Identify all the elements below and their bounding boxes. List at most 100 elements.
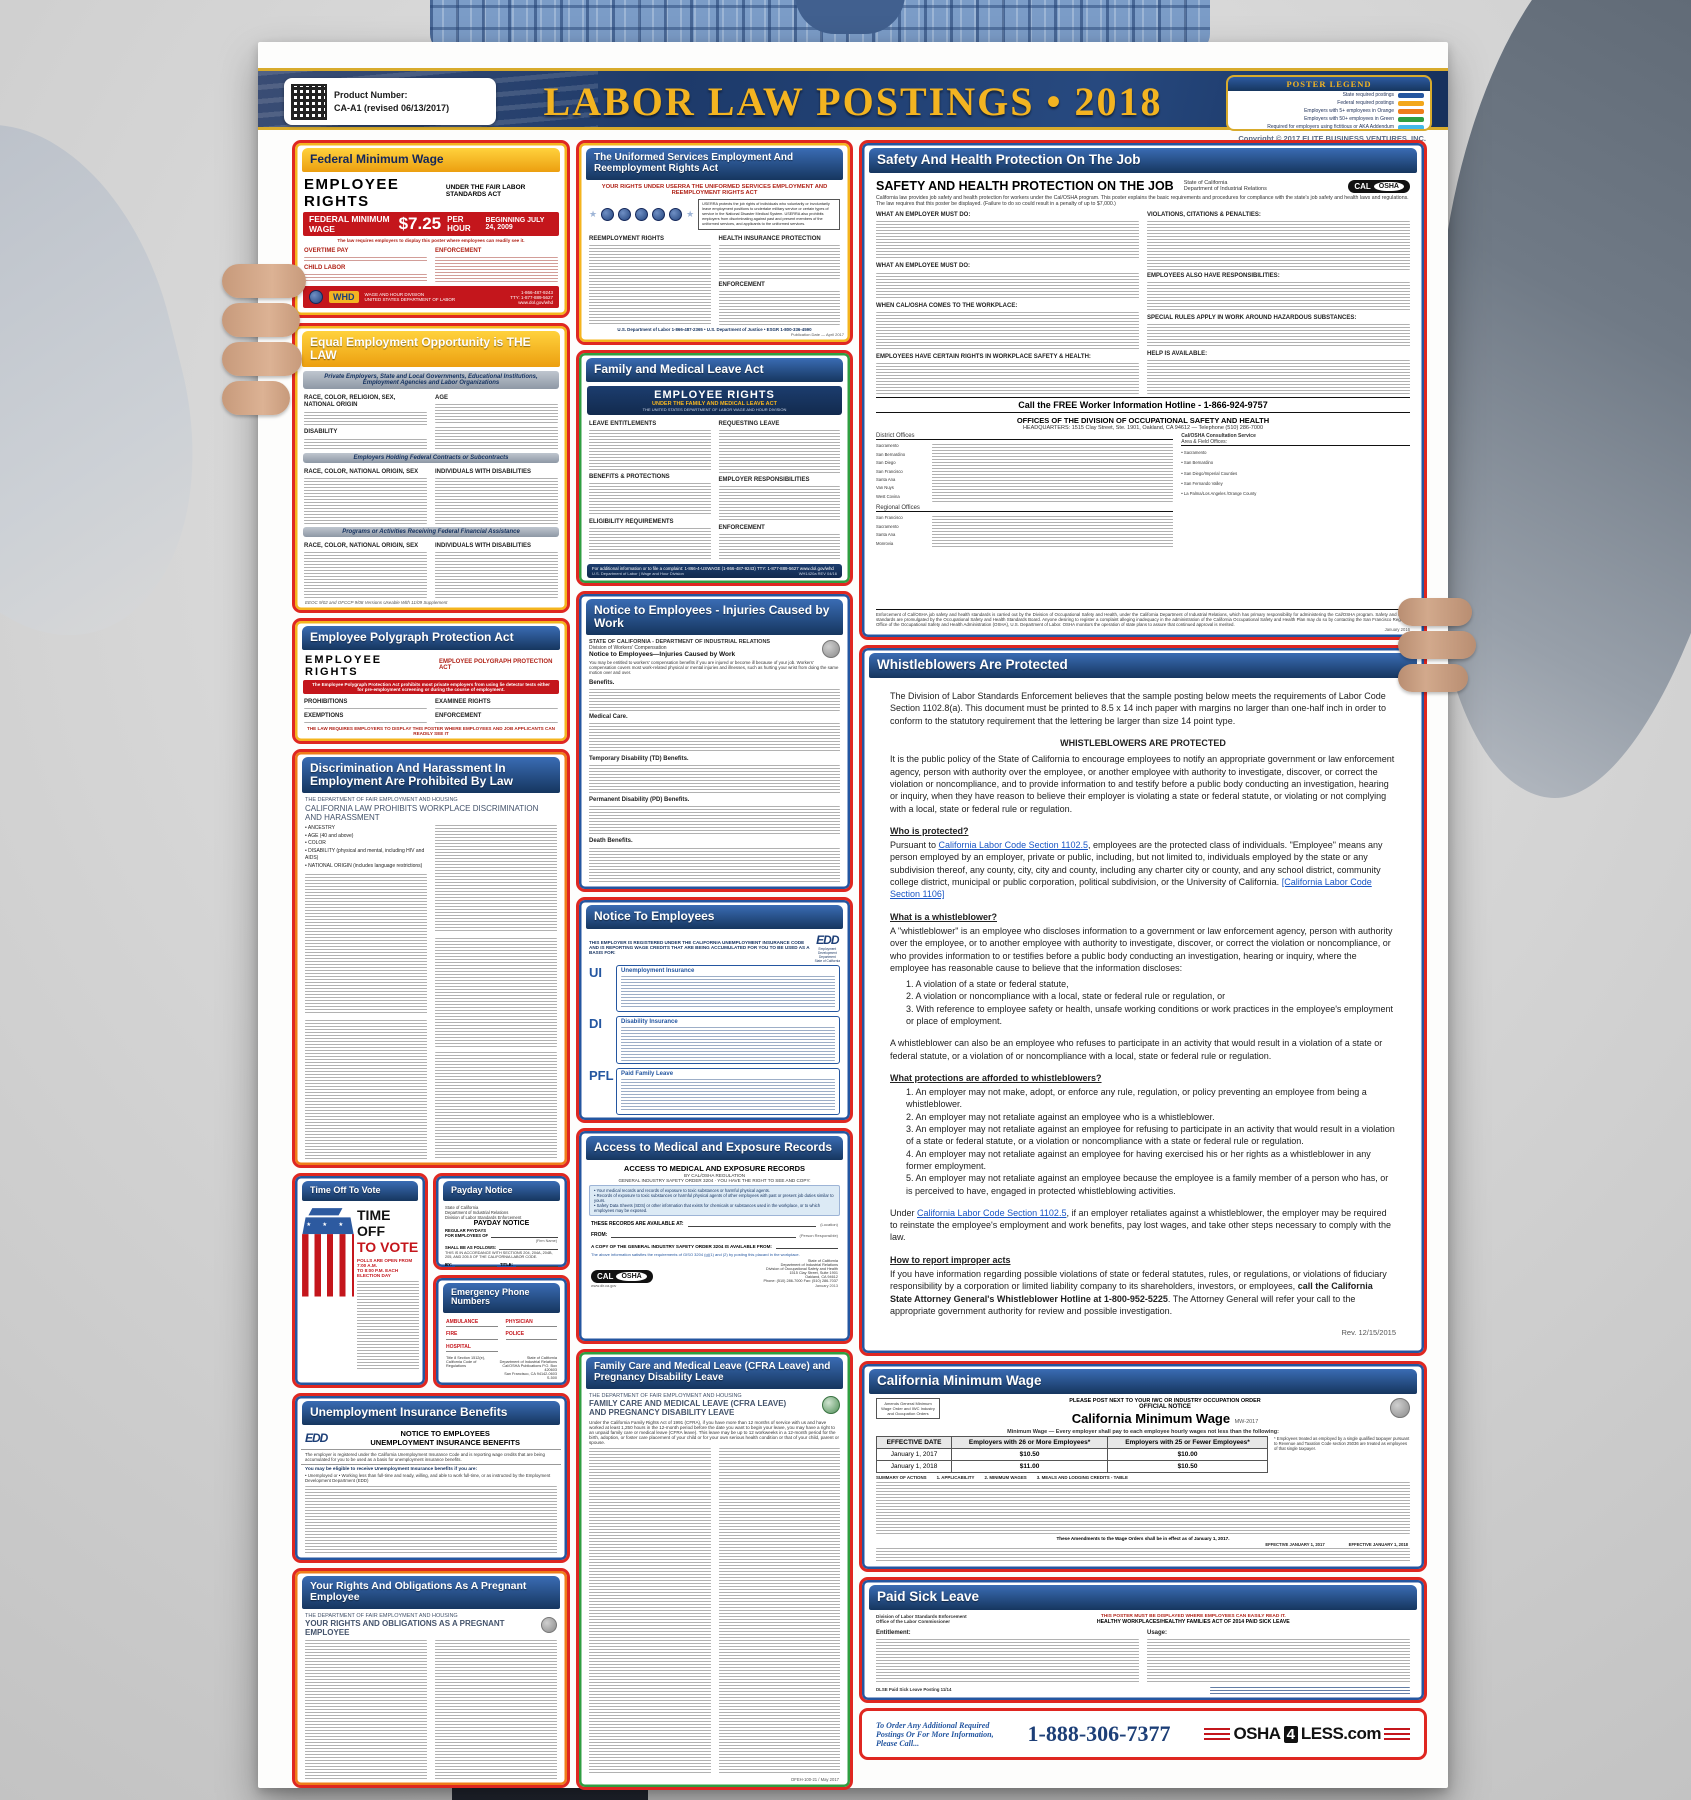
userra-heading: HEALTH INSURANCE PROTECTION — [718, 235, 821, 242]
med-agency-block: State of California Department of Indust… — [763, 1258, 838, 1283]
dol-seal — [309, 290, 323, 304]
med-field-label: FROM: — [591, 1231, 608, 1238]
fine-print-block — [305, 874, 427, 1015]
ballot-box-icon: ★ ★ ★ — [301, 1205, 355, 1297]
poster: LABOR LAW POSTINGS • 2018 Product Number… — [258, 42, 1448, 1790]
flag-stripes-icon — [1384, 1728, 1410, 1740]
section-paid-sick-leave: Paid Sick Leave Division of Labor Standa… — [859, 1577, 1427, 1703]
inj-heading: Benefits. — [589, 680, 615, 687]
fmla-heading: ELIGIBILITY REQUIREMENTS — [589, 518, 674, 525]
userra-seal — [635, 207, 649, 221]
state-seal — [1390, 1398, 1410, 1419]
fine-print-block — [621, 1027, 835, 1061]
fmla-heading: LEAVE ENTITLEMENTS — [589, 420, 657, 427]
mw-effective-label: EFFECTIVE JANUARY 1, 2017 — [1265, 1542, 1325, 1547]
wb-paragraph: If you have information regarding possib… — [890, 1269, 1387, 1316]
mw-item-label: 2. MINIMUM WAGES — [984, 1475, 1027, 1481]
person-left-hand — [222, 264, 308, 420]
fine-print-block — [435, 1051, 557, 1160]
safety-intro: California law provides job safety and h… — [876, 195, 1409, 208]
area-office: • La Palma/Los Angeles /Orange County — [1181, 490, 1257, 496]
fmw-footer-org: WAGE AND HOUR DIVISION UNITED STATES DEP… — [364, 292, 456, 302]
fmla-subtitle: UNDER THE FAMILY AND MEDICAL LEAVE ACT — [652, 400, 777, 407]
fine-print-block — [435, 707, 558, 711]
poly-heading: EXEMPTIONS — [304, 712, 344, 719]
fine-print-block — [305, 1640, 427, 1780]
fmla-footer-org: U.S. Department of Labor | Wage and Hour… — [592, 571, 684, 576]
safety-heading: WHAT AN EMPLOYER MUST DO: — [876, 212, 971, 219]
fine-print-block — [435, 552, 558, 598]
edd-banner: THIS EMPLOYER IS REGISTERED UNDER THE CA… — [589, 940, 810, 956]
cal-osha-logo: CAL OSHA — [591, 1269, 653, 1283]
legend-label: Employers with 5+ employees in Orange — [1304, 107, 1394, 114]
fine-print-block — [1147, 360, 1410, 395]
emergency-form-code: S-500 — [546, 1376, 557, 1380]
fmla-heading: REQUESTING LEAVE — [718, 420, 780, 427]
med-sub-3: YOU HAVE THE RIGHT TO SEE AND COPY: — [717, 1177, 811, 1183]
fine-print-block — [1210, 1687, 1410, 1695]
wb-hotline: call the California State Attorney Gener… — [890, 1281, 1373, 1304]
fmla-footer-contact: For additional information or to file a … — [592, 566, 834, 571]
wb-list-item: 1. An employer may not make, adopt, or e… — [906, 1087, 1367, 1110]
wb-paragraph: Pursuant to California Labor Code Sectio… — [890, 840, 1383, 900]
userra-publication-date: Publication Date — April 2017 — [790, 332, 844, 337]
fine-print-block — [1147, 221, 1410, 271]
star-icon: ★ — [589, 208, 598, 219]
fine-print-block — [304, 707, 427, 710]
section-time-off-to-vote: Time Off To Vote ★ ★ ★ TIME OFF TO VOTE … — [292, 1173, 428, 1388]
userra-seal — [618, 207, 632, 221]
district-office-city: San Bernardino — [876, 451, 906, 457]
safety-consultation-label: Cal/OSHA Consultation Service — [1181, 433, 1256, 440]
fmla-agency: THE UNITED STATES DEPARTMENT OF LABOR WA… — [642, 406, 787, 412]
edd-program-title: Paid Family Leave — [621, 1070, 674, 1077]
payday-firm-name: (Firm Name) — [535, 1239, 557, 1244]
product-number-box: Product Number: CA-A1 (revised 06/13/201… — [284, 78, 496, 125]
fine-print-block — [304, 274, 427, 283]
fine-print-block — [357, 1281, 419, 1372]
fine-print-block — [304, 552, 427, 598]
product-number-label: Product Number: — [334, 90, 408, 101]
fine-print-block — [621, 1078, 835, 1112]
safety-heading: SPECIAL RULES APPLY IN WORK AROUND HAZAR… — [1147, 314, 1357, 321]
state-seal — [822, 639, 840, 658]
regional-office-city: Monrovia — [876, 540, 894, 546]
userra-footer-contacts: U.S. Department of Labor 1-866-487-2365 … — [617, 327, 812, 332]
cfra-agency: THE DEPARTMENT OF FAIR EMPLOYMENT AND HO… — [589, 1393, 742, 1399]
person-left-arm-shadow — [0, 91, 239, 669]
edd-logo: EDD — [305, 1430, 328, 1445]
fine-print-block — [876, 1639, 1139, 1684]
emergency-label: POLICE — [505, 1331, 557, 1340]
section-bar: Notice To Employees — [586, 905, 843, 929]
fine-print-block — [589, 244, 711, 325]
edd-di-letter: DI — [589, 1016, 602, 1032]
fine-print-block — [435, 722, 558, 724]
section-bar: Time Off To Vote — [302, 1181, 418, 1202]
ui-title-2: UNEMPLOYMENT INSURANCE BENEFITS — [370, 1437, 520, 1447]
payday-field-label: REGULAR PAYDAYS FOR EMPLOYEES OF — [445, 1228, 489, 1239]
legend-label: State required postings — [1342, 91, 1394, 98]
district-office-city: West Covina — [876, 493, 900, 499]
eeo-heading: RACE, COLOR, RELIGION, SEX, NATIONAL ORI… — [304, 395, 396, 409]
product-number-value: CA-A1 (revised 06/13/2017) — [334, 102, 450, 113]
section-injuries-caused-by-work: Notice to Employees - Injuries Caused by… — [576, 591, 853, 892]
emergency-label: PHYSICIAN — [505, 1319, 557, 1328]
vote-polls-note: POLLS ARE OPEN FROM 7:00 A.M. TO 8:00 P.… — [357, 1258, 413, 1279]
fine-print-block — [304, 478, 427, 525]
fine-print-block — [435, 404, 558, 424]
legend-label: Employers with 50+ employees in Green — [1304, 115, 1394, 122]
payday-title-label: TITLE: — [499, 1262, 513, 1268]
labor-code-link: [California Labor Code Section 1106] — [890, 877, 1372, 900]
mw-col-header: Employers with 25 or Fewer Employees* — [1107, 1436, 1268, 1450]
cal-osha-logo: CAL OSHA — [1348, 179, 1410, 193]
fine-print-block — [876, 1482, 1410, 1534]
safety-heading: EMPLOYEES HAVE CERTAIN RIGHTS IN WORKPLA… — [876, 354, 1091, 360]
payday-please-post: PLEASE POST — [531, 1268, 558, 1270]
mw-cell-date: January 1, 2018 — [875, 1460, 953, 1474]
fine-print-block — [589, 764, 840, 794]
fine-print-block — [304, 256, 427, 263]
legend-label: Required for employers using fictitious … — [1267, 123, 1394, 130]
fmla-form-code: WH1420a REV 04/16 — [798, 571, 837, 576]
mw-side-note: * Employees treated as employed by a sin… — [1274, 1436, 1410, 1452]
psl-must-display: THIS POSTER MUST BE DISPLAYED WHERE EMPL… — [1100, 1614, 1286, 1620]
med-date: January 2013 — [814, 1283, 838, 1288]
